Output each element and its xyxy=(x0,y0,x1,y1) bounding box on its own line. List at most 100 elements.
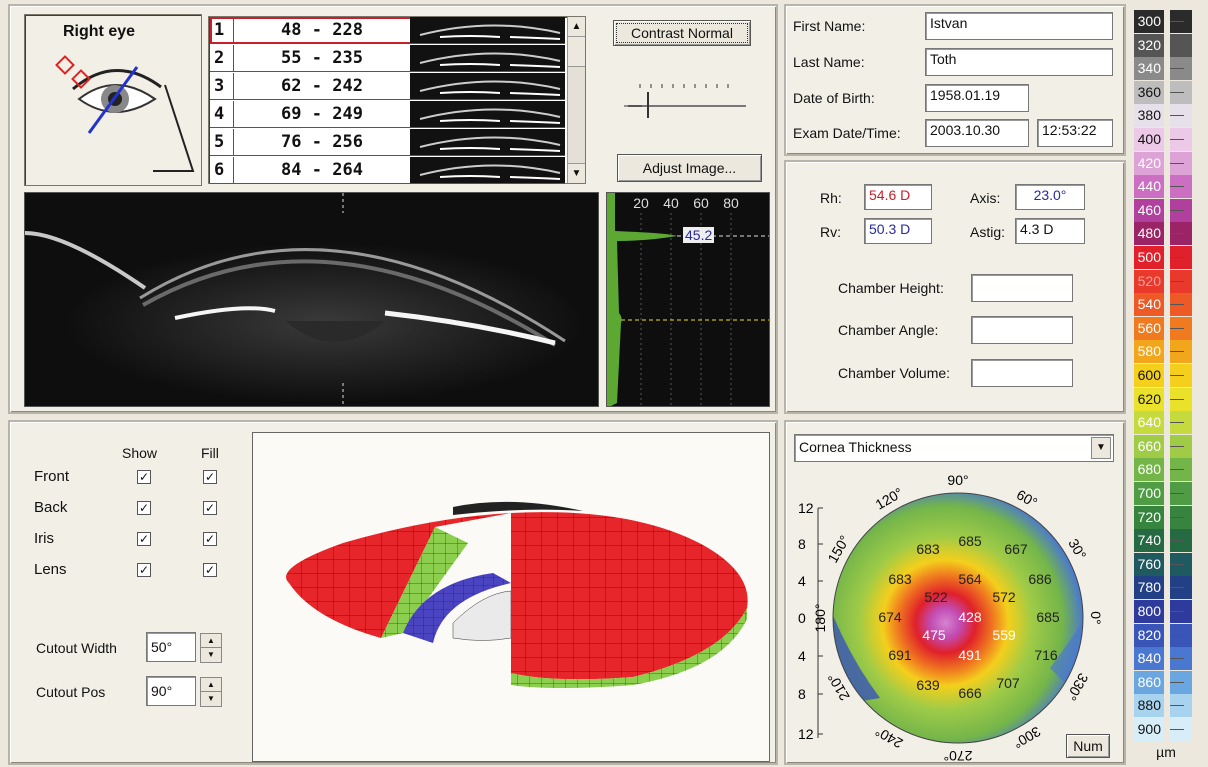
scan-number: 6 xyxy=(210,157,234,183)
map-y-tick-label: 4 xyxy=(798,648,806,664)
show-checkbox[interactable]: ✓ xyxy=(137,563,151,577)
cornea-3d-model[interactable] xyxy=(252,432,770,762)
rv-label: Rv: xyxy=(820,224,841,240)
scale-value: 700 xyxy=(1134,482,1164,505)
scale-swatch xyxy=(1170,222,1192,246)
scan-thumbnail xyxy=(410,157,565,183)
first-name-field[interactable]: Istvan xyxy=(925,12,1113,40)
thickness-map[interactable]: 12 8 4 0 4 8 12 90° 60° 30° 0° 330° 300° 270° 240° 210… xyxy=(790,468,1120,764)
scale-value: 760 xyxy=(1134,552,1164,576)
thickness-value: 707 xyxy=(996,675,1020,691)
option-label: Front xyxy=(34,468,70,485)
scan-range: 62 - 242 xyxy=(281,76,363,96)
num-button[interactable]: Num xyxy=(1066,734,1110,758)
scale-value: 480 xyxy=(1134,222,1164,246)
scan-row[interactable]: 1 48 - 228 xyxy=(210,17,565,44)
axis-field: 23.0° xyxy=(1015,184,1085,210)
adjust-image-button[interactable]: Adjust Image... xyxy=(617,154,762,182)
exam-date-field[interactable]: 2003.10.30 xyxy=(925,119,1029,147)
scheimpflug-image xyxy=(24,192,599,407)
scale-value: 360 xyxy=(1134,80,1164,104)
show-checkbox[interactable]: ✓ xyxy=(137,470,151,484)
last-name-field[interactable]: Toth xyxy=(925,48,1113,76)
scale-swatch xyxy=(1170,434,1192,458)
scan-row[interactable]: 4 69 - 249 xyxy=(210,101,565,128)
scan-thumbnail xyxy=(410,73,565,99)
thickness-value: 674 xyxy=(878,609,902,625)
cutout-width-label: Cutout Width xyxy=(36,640,117,656)
scale-value: 860 xyxy=(1134,670,1164,694)
map-angle-label: 270° xyxy=(944,748,973,764)
fill-checkbox[interactable]: ✓ xyxy=(203,532,217,546)
scale-value: 880 xyxy=(1134,694,1164,718)
scale-value: 460 xyxy=(1134,198,1164,222)
cutout-pos-field[interactable]: 90° xyxy=(146,676,196,706)
chamber-volume-field xyxy=(971,359,1073,387)
fill-checkbox[interactable]: ✓ xyxy=(203,563,217,577)
scale-swatch xyxy=(1170,151,1192,175)
fill-header: Fill xyxy=(201,445,219,461)
exam-label: Exam Date/Time: xyxy=(793,125,901,141)
dob-field[interactable]: 1958.01.19 xyxy=(925,84,1029,112)
thickness-value: 686 xyxy=(1028,571,1052,587)
scan-list[interactable]: 1 48 - 228 2 55 - 235 3 62 - 242 4 69 - 249 5 76 … xyxy=(208,16,586,184)
scan-range: 76 - 256 xyxy=(281,132,363,152)
cutout-pos-label: Cutout Pos xyxy=(36,684,106,700)
scale-value: 540 xyxy=(1134,293,1164,317)
chamber-volume-label: Chamber Volume: xyxy=(838,365,951,381)
scale-value: 380 xyxy=(1134,104,1164,128)
cutout-width-spinner[interactable]: ▲ ▼ xyxy=(200,633,222,663)
astig-label: Astig: xyxy=(970,224,1006,240)
scale-value: 560 xyxy=(1134,316,1164,340)
map-type-value: Cornea Thickness xyxy=(799,439,912,455)
scroll-thumb[interactable] xyxy=(568,37,585,67)
scroll-down-icon[interactable]: ▼ xyxy=(568,163,585,183)
scale-value: 840 xyxy=(1134,647,1164,671)
scale-swatch xyxy=(1170,623,1192,647)
thickness-value: 683 xyxy=(916,541,940,557)
thickness-value: 564 xyxy=(958,571,982,587)
exam-time-field[interactable]: 12:53:22 xyxy=(1037,119,1113,147)
scan-row[interactable]: 5 76 - 256 xyxy=(210,129,565,156)
scan-thumbnail xyxy=(410,129,565,155)
eye-diagram xyxy=(55,55,195,172)
scroll-up-icon[interactable]: ▲ xyxy=(568,17,585,37)
thickness-value: 522 xyxy=(924,589,948,605)
contrast-slider[interactable] xyxy=(618,80,748,120)
show-checkbox[interactable]: ✓ xyxy=(137,501,151,515)
scale-swatch xyxy=(1170,364,1192,387)
scan-row[interactable]: 3 62 - 242 xyxy=(210,73,565,100)
scale-swatch xyxy=(1170,552,1192,576)
scan-row[interactable]: 6 84 - 264 xyxy=(210,157,565,184)
scale-value: 740 xyxy=(1134,529,1164,553)
scale-value: 800 xyxy=(1134,600,1164,623)
scan-number: 5 xyxy=(210,129,234,155)
thickness-value: 491 xyxy=(958,647,982,663)
scan-row[interactable]: 2 55 - 235 xyxy=(210,45,565,72)
profile-tick-label: 60 xyxy=(693,195,709,211)
scale-swatch xyxy=(1170,482,1192,505)
cutout-width-field[interactable]: 50° xyxy=(146,632,196,662)
map-y-tick-label: 12 xyxy=(798,500,814,516)
scan-list-scrollbar[interactable]: ▲ ▼ xyxy=(567,17,585,183)
show-checkbox[interactable]: ✓ xyxy=(137,532,151,546)
map-angle-label: 0° xyxy=(1088,611,1104,624)
cutout-pos-spinner[interactable]: ▲ ▼ xyxy=(200,677,222,707)
scan-thumbnail xyxy=(410,17,565,43)
contrast-button[interactable]: Contrast Normal xyxy=(613,20,751,46)
scan-thumbnail xyxy=(410,45,565,71)
scale-swatch xyxy=(1170,316,1192,340)
scale-swatch xyxy=(1170,600,1192,623)
axis-label: Axis: xyxy=(970,190,1001,206)
scale-swatch xyxy=(1170,694,1192,718)
fill-checkbox[interactable]: ✓ xyxy=(203,501,217,515)
chevron-down-icon[interactable]: ▼ xyxy=(1091,437,1111,459)
map-type-dropdown[interactable]: Cornea Thickness ▼ xyxy=(794,434,1114,462)
map-y-tick-label: 12 xyxy=(798,726,814,742)
eye-title: Right eye xyxy=(63,23,136,40)
thickness-value: 691 xyxy=(888,647,912,663)
scale-value: 680 xyxy=(1134,458,1164,482)
map-angle-label: 180° xyxy=(812,604,828,633)
fill-checkbox[interactable]: ✓ xyxy=(203,470,217,484)
thickness-value: 559 xyxy=(992,627,1016,643)
